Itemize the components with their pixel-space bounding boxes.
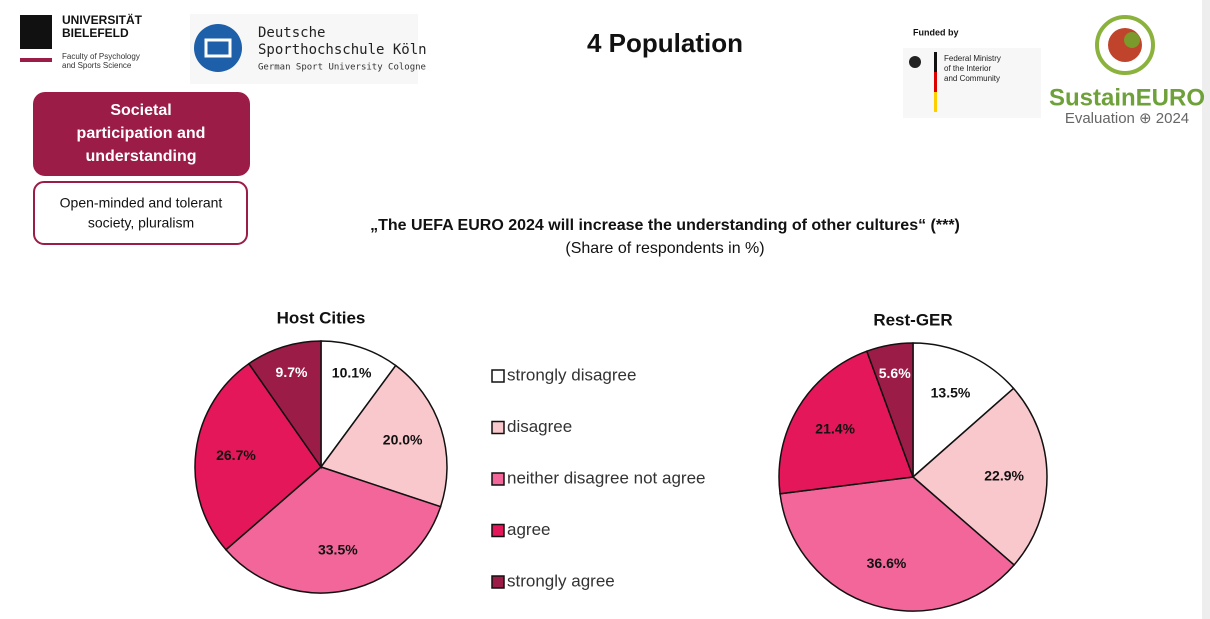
data-label: 33.5% xyxy=(318,542,358,558)
pie-slice xyxy=(319,364,448,508)
data-label: 21.4% xyxy=(815,420,855,436)
uni-name: UNIVERSITÄT xyxy=(62,12,143,27)
data-label: 20.0% xyxy=(383,432,423,448)
legend-swatch xyxy=(491,575,505,589)
category-text: understanding xyxy=(85,148,196,165)
flag-red xyxy=(934,72,937,92)
edge xyxy=(1202,0,1210,619)
ministry: and Community xyxy=(944,74,1000,83)
legend-label: strongly disagree xyxy=(507,365,636,384)
funded-by: Funded by xyxy=(913,27,959,37)
pie-title: Host Cities xyxy=(277,308,366,327)
pie-slice xyxy=(194,362,323,551)
ministry: of the Interior xyxy=(944,64,991,73)
pie-slice xyxy=(247,340,322,470)
project-sub: Evaluation ⊕ 2024 xyxy=(1065,110,1189,127)
flag-black xyxy=(934,52,937,72)
uni-faculty: and Sports Science xyxy=(62,61,132,70)
slide-title: 4 Population xyxy=(587,28,743,58)
uni-faculty: Faculty of Psychology xyxy=(62,52,140,61)
dshs-logo-columns xyxy=(204,38,232,58)
data-label: 36.6% xyxy=(867,555,907,571)
legend-label: agree xyxy=(507,520,550,539)
project-logo-leaf xyxy=(1124,32,1140,48)
legend-label: strongly agree xyxy=(507,571,615,590)
dshs-name: Deutsche xyxy=(258,25,325,41)
data-label: 26.7% xyxy=(216,447,256,463)
pie-slice xyxy=(320,340,397,470)
subcategory-box xyxy=(33,181,248,245)
legend-label: neither disagree not agree xyxy=(507,468,705,487)
dshs-sub: German Sport University Cologne xyxy=(258,63,426,73)
legend-label: disagree xyxy=(507,417,572,436)
pie-slice xyxy=(779,476,1016,612)
legend-swatch xyxy=(491,369,505,383)
pie-title: Rest-GER xyxy=(873,310,952,329)
dshs-logo-icon xyxy=(194,24,242,72)
uni-logo-bar xyxy=(20,58,52,62)
flag-gold xyxy=(934,92,937,112)
legend-swatch xyxy=(491,420,505,435)
ministry: Federal Ministry xyxy=(944,54,1001,63)
subcategory-text: Open-minded and tolerant xyxy=(60,195,223,211)
uni-name: BIELEFELD xyxy=(62,26,129,40)
data-label: 5.6% xyxy=(879,365,911,381)
question: „The UEFA EURO 2024 will increase the un… xyxy=(370,217,960,234)
category-text: Societal xyxy=(110,102,171,119)
project-logo-ring xyxy=(1095,15,1155,75)
category-text: participation and xyxy=(77,125,206,142)
data-label: 13.5% xyxy=(931,385,971,401)
ministry-bg xyxy=(903,48,1041,118)
category-box xyxy=(33,92,250,176)
uni-logo-square xyxy=(20,15,52,49)
question-sub: (Share of respondents in %) xyxy=(565,240,764,257)
pie-slice xyxy=(224,466,442,594)
subcategory-text: society, pluralism xyxy=(88,215,194,231)
eagle xyxy=(909,56,921,68)
dshs-name: Sporthochschule Köln xyxy=(258,42,427,58)
data-label: 9.7% xyxy=(276,364,308,380)
project-name: SustainEURO xyxy=(1049,84,1205,111)
data-label: 10.1% xyxy=(332,364,372,380)
pie-slice xyxy=(865,342,914,478)
legend-swatch xyxy=(491,472,505,486)
pie-slice xyxy=(912,342,1015,479)
data-label: 22.9% xyxy=(984,467,1024,483)
pie-slice xyxy=(911,387,1048,567)
legend-swatch xyxy=(491,523,505,538)
